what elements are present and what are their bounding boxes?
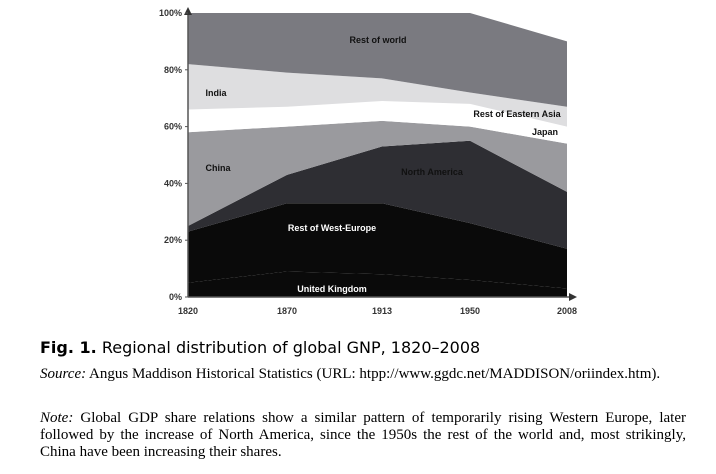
label-north-america: North America: [401, 167, 464, 177]
figure-number: Fig. 1.: [40, 338, 97, 357]
figure-title: Regional distribution of global GNP, 182…: [101, 338, 481, 357]
area-united-kingdom: [188, 271, 567, 297]
y-axis-arrow-icon: [184, 7, 192, 15]
x-tick-label: 1913: [372, 306, 392, 316]
y-tick-label: 80%: [164, 65, 182, 75]
note-lead: Note:: [40, 410, 74, 426]
area-rest-of-eastern-asia: [188, 101, 567, 144]
area-rest-of-west-europe: [188, 203, 567, 289]
region-labels: United Kingdom Rest of West-Europe North A…: [205, 35, 561, 294]
figure-caption: Fig. 1. Regional distribution of global …: [40, 338, 480, 357]
axes: 0% 20% 40% 60% 80% 100% 1820 1870 1913 1950 2008: [159, 7, 577, 316]
area-rest-of-world: [188, 13, 567, 107]
area-china: [188, 120, 567, 226]
label-rest-of-west-europe: Rest of West-Europe: [288, 223, 376, 233]
x-axis-arrow-icon: [569, 293, 577, 301]
x-tick-label: 1950: [460, 306, 480, 316]
area-japan: [188, 112, 567, 144]
y-tick-label: 40%: [164, 178, 182, 188]
stacked-area-chart: 0% 20% 40% 60% 80% 100% 1820 1870 1913 1950 2008 U…: [159, 7, 577, 316]
area-north-america: [188, 140, 567, 249]
note-text: Global GDP share relations show a simila…: [40, 410, 686, 460]
source-text: Angus Maddison Historical Statistics (UR…: [89, 366, 661, 382]
area-india: [188, 64, 567, 127]
label-india: India: [205, 88, 227, 98]
area-layers: [188, 13, 567, 297]
label-china: China: [205, 163, 231, 173]
x-tick-label: 1870: [277, 306, 297, 316]
x-tick-label: 2008: [557, 306, 577, 316]
y-tick-label: 0%: [169, 292, 182, 302]
label-rest-of-eastern-asia: Rest of Eastern Asia: [473, 109, 561, 119]
y-tick-label: 20%: [164, 235, 182, 245]
y-tick-label: 100%: [159, 8, 182, 18]
source-note: Source: Angus Maddison Historical Statis…: [40, 366, 686, 383]
label-united-kingdom: United Kingdom: [297, 284, 367, 294]
source-lead: Source:: [40, 366, 87, 382]
x-tick-label: 1820: [178, 306, 198, 316]
y-tick-label: 60%: [164, 122, 182, 132]
label-japan: Japan: [532, 127, 558, 137]
figure-note: Note: Global GDP share relations show a …: [40, 410, 686, 461]
label-rest-of-world: Rest of world: [349, 35, 406, 45]
